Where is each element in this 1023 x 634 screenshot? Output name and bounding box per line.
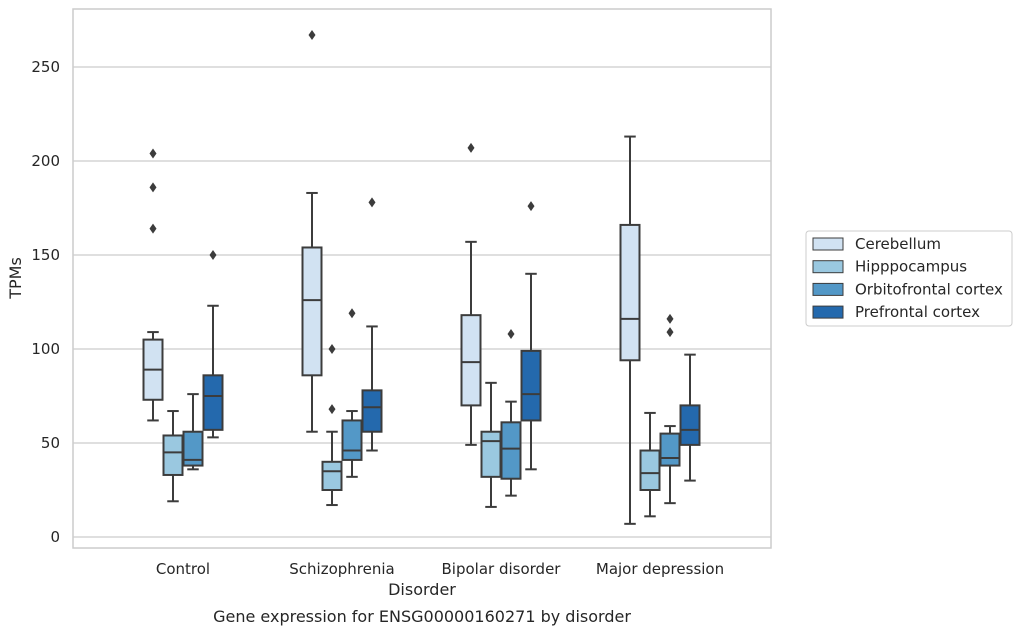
box <box>361 197 383 452</box>
box-body <box>619 223 641 362</box>
box <box>321 344 343 507</box>
x-tick-label: Bipolar disorder <box>442 560 562 578</box>
y-axis-ticks: 0 50 100 150 200 250 <box>31 58 60 546</box>
box <box>142 148 164 422</box>
y-tick-label: 50 <box>41 434 60 452</box>
box <box>341 308 363 478</box>
plot-frame <box>72 8 772 549</box>
legend-swatch <box>812 282 844 296</box>
box-body <box>162 434 184 476</box>
box-body <box>341 419 363 461</box>
box-outlier <box>507 328 515 339</box>
box <box>619 135 641 525</box>
box-body <box>321 460 343 491</box>
box-body <box>520 349 542 422</box>
box <box>480 381 502 508</box>
x-tick-label: Schizophrenia <box>289 560 394 578</box>
box-body <box>480 430 502 478</box>
box-series <box>142 30 701 525</box>
box <box>500 328 522 497</box>
box-outlier <box>149 148 157 159</box>
box <box>520 201 542 471</box>
x-tick-label: Control <box>156 560 210 578</box>
legend-label: Prefrontal cortex <box>855 303 980 321</box>
y-tick-label: 150 <box>31 246 60 264</box>
box-outlier <box>308 30 316 41</box>
box <box>162 410 184 503</box>
legend-frame <box>805 230 1013 327</box>
box <box>639 411 661 518</box>
box-outlier <box>467 142 475 153</box>
box-outlier <box>368 197 376 208</box>
box <box>460 142 482 446</box>
box-body <box>202 374 224 431</box>
x-axis-label: Disorder <box>388 580 456 599</box>
legend-label: Hipppocampus <box>855 258 967 276</box>
box-body <box>460 314 482 407</box>
chart-caption: Gene expression for ENSG00000160271 by d… <box>213 607 631 626</box>
legend-swatch <box>812 305 844 319</box>
box <box>659 313 681 505</box>
box-outlier <box>149 182 157 193</box>
box-body <box>500 421 522 480</box>
plot-border <box>72 8 772 549</box>
box-body <box>679 404 701 446</box>
y-axis-label: TPMs <box>6 257 25 300</box>
box-outlier <box>527 201 535 212</box>
box-body <box>659 432 681 467</box>
legend-label: Orbitofrontal cortex <box>855 280 1003 298</box>
box-outlier <box>348 308 356 319</box>
y-tick-label: 100 <box>31 340 60 358</box>
legend: Cerebellum Hipppocampus Orbitofrontal cort… <box>805 230 1013 327</box>
legend-label: Cerebellum <box>855 235 941 253</box>
box-outlier <box>328 344 336 354</box>
box-body <box>361 389 383 433</box>
box <box>301 30 323 433</box>
box-body <box>182 430 204 467</box>
box-outlier <box>209 250 217 260</box>
y-tick-label: 250 <box>31 58 60 76</box>
y-tick-label: 0 <box>50 528 60 546</box>
box-outlier <box>666 327 674 338</box>
y-tick-label: 200 <box>31 152 60 170</box>
box-body <box>301 246 323 377</box>
box <box>202 250 224 439</box>
x-axis-ticks: Control Schizophrenia Bipolar disorder Majo… <box>156 560 724 578</box>
box-outlier <box>666 313 674 324</box>
x-tick-label: Major depression <box>596 560 724 578</box>
legend-swatch <box>812 237 844 251</box>
box <box>679 353 701 482</box>
box-body <box>639 449 661 491</box>
box-outlier <box>149 223 157 234</box>
legend-swatch <box>812 260 844 274</box>
box <box>182 393 204 471</box>
box-outlier <box>328 404 336 415</box>
